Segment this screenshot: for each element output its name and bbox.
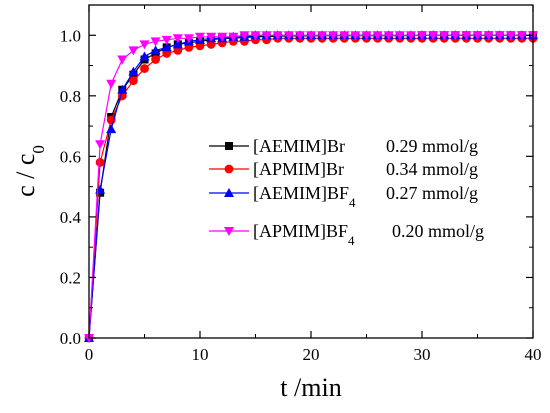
data-point-aemimbf4: [106, 124, 117, 134]
legend-label-apmimbr: [APMIM]Br: [253, 159, 344, 179]
data-point-apmimbf4: [283, 31, 294, 41]
data-point-apmimbf4: [117, 55, 128, 65]
data-point-apmimbf4: [516, 31, 527, 41]
data-point-apmimbf4: [494, 31, 505, 41]
data-point-apmimbf4: [505, 31, 516, 41]
data-point-apmimbf4: [461, 31, 472, 41]
data-point-apmimbf4: [95, 140, 106, 150]
legend-capacity-aemimbf4: 0.27 mmol/g: [386, 183, 478, 203]
y-tick-label: 0.6: [60, 147, 81, 166]
legend-capacity-aemimbr: 0.29 mmol/g: [386, 136, 478, 156]
data-point-apmimbf4: [206, 32, 217, 42]
data-point-apmimbf4: [183, 34, 194, 44]
data-point-apmimbf4: [217, 32, 228, 42]
data-point-aemimbf4: [172, 39, 183, 49]
data-point-apmimbf4: [306, 31, 316, 41]
x-tick-label: 0: [85, 345, 94, 364]
data-point-apmimbr: [151, 55, 161, 64]
legend-marker-apmimbf4: [224, 227, 234, 236]
legend-marker-aemimbf4: [224, 188, 234, 197]
ticks-layer: 0 10 20 30 40 0.0 0.2 0.4 0.6 0.8 1.0: [60, 4, 542, 364]
data-point-aemimbf4: [117, 84, 128, 94]
data-point-apmimbf4: [339, 31, 350, 41]
data-point-apmimbf4: [361, 31, 372, 41]
data-point-aemimbf4: [139, 51, 150, 61]
legend-label-aemimbf4: [AEMIM]BF4: [253, 183, 356, 210]
data-point-apmimbf4: [272, 31, 283, 41]
data-point-apmimbf4: [450, 31, 461, 41]
data-point-aemimbf4: [161, 42, 172, 52]
data-point-apmimbr: [140, 64, 149, 73]
data-point-apmimbf4: [150, 37, 161, 47]
legend-capacity-apmimbf4: 0.20 mmol/g: [392, 221, 484, 241]
x-tick-label: 40: [525, 345, 542, 364]
data-point-apmimbf4: [417, 31, 427, 41]
data-point-apmimbf4: [228, 32, 239, 42]
legend-capacity-apmimbr: 0.34 mmol/g: [386, 159, 478, 179]
data-point-apmimbf4: [372, 31, 383, 41]
legend: [AEMIM]Br 0.29 mmol/g [APMIM]Br 0.34 mmol/g…: [209, 136, 484, 248]
legend-label-aemimbr: [AEMIM]Br: [253, 136, 345, 156]
legend-name: [AEMIM]Br: [253, 136, 345, 156]
legend-label-apmimbf4: [APMIM]BF4: [253, 221, 355, 248]
x-tick-label: 10: [192, 345, 209, 364]
data-point-aemimbf4: [150, 45, 161, 55]
y-tick-label: 0.0: [60, 329, 81, 348]
data-point-apmimbf4: [394, 31, 405, 41]
data-point-apmimbf4: [472, 31, 483, 41]
series-layer: [84, 30, 538, 343]
data-point-apmimbf4: [428, 31, 439, 41]
data-point-apmimbf4: [294, 31, 305, 41]
data-point-apmimbf4: [405, 31, 416, 41]
data-point-apmimbf4: [128, 46, 139, 56]
data-point-apmimbf4: [250, 31, 261, 41]
data-point-apmimbf4: [106, 79, 117, 89]
data-point-apmimbf4: [328, 31, 339, 41]
data-point-apmimbr: [129, 76, 138, 86]
legend-name: [APMIM]BF: [253, 221, 348, 241]
data-point-apmimbf4: [439, 31, 450, 41]
legend-name-subscript: 4: [348, 233, 355, 248]
data-point-apmimbf4: [317, 31, 328, 41]
data-point-apmimbf4: [172, 34, 183, 44]
data-point-apmimbf4: [195, 32, 205, 42]
data-point-apmimbf4: [161, 35, 172, 45]
y-axis-title-main: c / c: [11, 154, 40, 197]
legend-name: [APMIM]Br: [253, 159, 344, 179]
y-tick-label: 0.4: [60, 208, 82, 227]
data-point-apmimbf4: [483, 31, 494, 41]
x-axis-title: t /min: [280, 373, 341, 402]
x-tick-label: 20: [303, 345, 320, 364]
data-point-apmimbf4: [350, 31, 361, 41]
legend-marker-aemimbr: [225, 142, 233, 150]
y-axis-title-subscript: 0: [29, 145, 48, 154]
data-point-apmimbf4: [261, 31, 272, 41]
y-axis-title: c / c0: [11, 145, 48, 197]
y-tick-label: 0.8: [60, 87, 81, 106]
data-point-apmimbf4: [239, 31, 250, 41]
legend-name: [AEMIM]BF: [253, 183, 349, 203]
legend-marker-apmimbr: [224, 164, 234, 174]
x-tick-label: 30: [414, 345, 431, 364]
legend-name-subscript: 4: [349, 195, 356, 210]
data-point-aemimbf4: [128, 66, 139, 76]
data-point-apmimbr: [95, 158, 105, 167]
y-tick-label: 1.0: [60, 26, 81, 45]
data-point-apmimbf4: [139, 40, 150, 50]
y-tick-label: 0.2: [60, 268, 81, 287]
data-point-apmimbf4: [383, 31, 394, 41]
